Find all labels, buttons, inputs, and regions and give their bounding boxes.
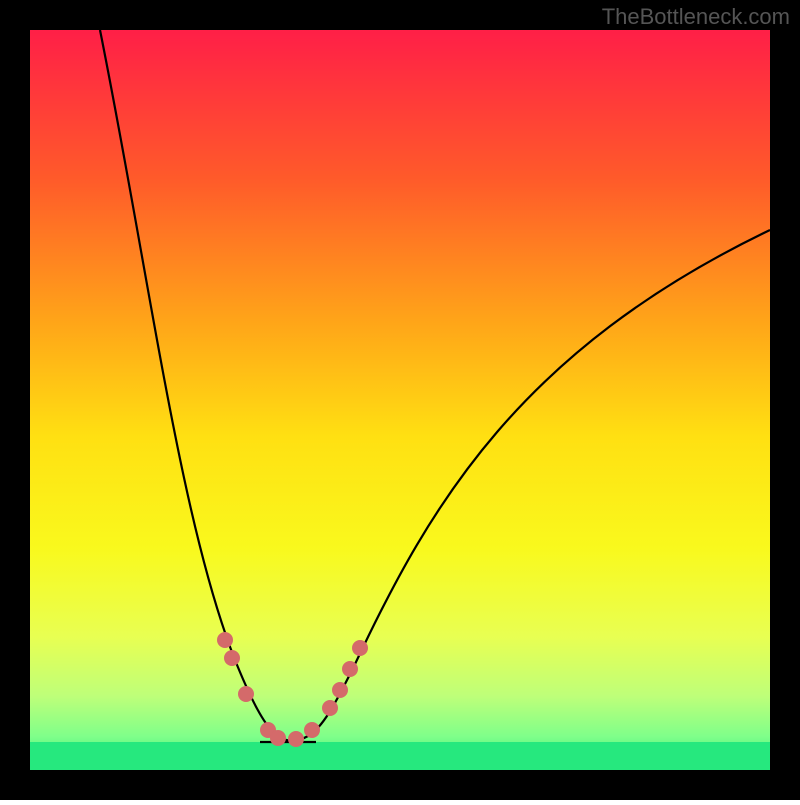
- chart-svg: [0, 0, 800, 800]
- curve-marker: [342, 661, 358, 677]
- curve-marker: [224, 650, 240, 666]
- plot-area: [30, 30, 770, 770]
- zero-band: [30, 742, 770, 770]
- curve-marker: [238, 686, 254, 702]
- curve-marker: [288, 731, 304, 747]
- watermark-text: TheBottleneck.com: [602, 4, 790, 30]
- curve-marker: [304, 722, 320, 738]
- curve-marker: [332, 682, 348, 698]
- curve-marker: [352, 640, 368, 656]
- bottleneck-chart: TheBottleneck.com: [0, 0, 800, 800]
- curve-marker: [322, 700, 338, 716]
- curve-marker: [217, 632, 233, 648]
- curve-marker: [270, 730, 286, 746]
